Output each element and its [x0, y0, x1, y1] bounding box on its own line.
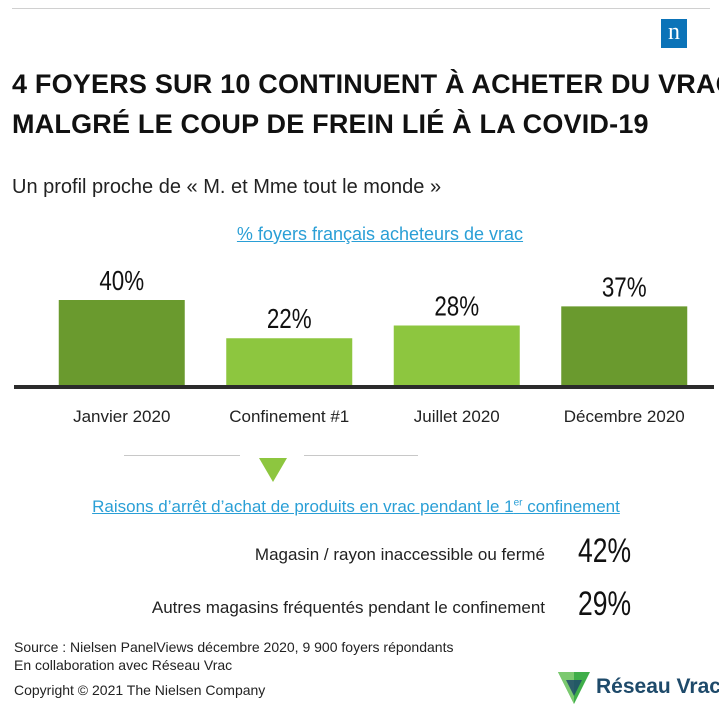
bar-4	[561, 306, 688, 385]
reason-value-1: 42%	[578, 532, 632, 570]
page-subtitle: Un profil proche de « M. et Mme tout le …	[12, 176, 442, 198]
data-label-4: 37%	[602, 272, 647, 303]
category-label-1: Janvier 2020	[73, 407, 170, 426]
page-title: 4 FOYERS SUR 10 CONTINUENT À ACHETER DU …	[12, 64, 719, 144]
reasons-title-sup: er	[513, 497, 523, 509]
reason-value-2: 29%	[578, 585, 632, 623]
reasons-title: Raisons d’arrêt d’achat de produits en v…	[0, 497, 712, 517]
collaboration-note: En collaboration avec Réseau Vrac	[14, 657, 233, 673]
title-line-1: 4 FOYERS SUR 10 CONTINUENT À ACHETER DU …	[12, 69, 719, 99]
bar-3	[393, 325, 520, 385]
category-label-4: Décembre 2020	[564, 407, 685, 426]
reason-label-1: Magasin / rayon inaccessible ou fermé	[254, 545, 545, 564]
separator-right	[304, 455, 418, 456]
bar-2	[226, 338, 353, 385]
reason-label-2: Autres magasins fréquentés pendant le co…	[151, 598, 545, 617]
reasons-title-suffix: confinement	[522, 497, 620, 516]
nielsen-logo: n	[661, 19, 687, 48]
data-label-1: 40%	[99, 266, 144, 297]
down-arrow-icon	[259, 458, 287, 482]
separator-left	[124, 455, 240, 456]
reseau-vrac-mark-icon	[558, 672, 590, 704]
source-note: Source : Nielsen PanelViews décembre 202…	[14, 639, 454, 655]
chart-title: % foyers français acheteurs de vrac	[236, 224, 524, 244]
data-label-2: 22%	[267, 304, 312, 335]
reseau-vrac-name: Réseau Vrac	[596, 675, 719, 698]
data-label-3: 28%	[434, 291, 479, 322]
bar-1	[58, 300, 185, 385]
copyright-note: Copyright © 2021 The Nielsen Company	[14, 682, 266, 698]
reasons-title-prefix: Raisons d’arrêt d’achat de produits en v…	[92, 497, 514, 516]
top-divider	[12, 8, 710, 9]
category-label-3: Juillet 2020	[414, 407, 500, 426]
reseau-vrac-logo: Réseau Vrac	[556, 670, 719, 706]
title-line-2: MALGRÉ LE COUP DE FREIN LIÉ À LA COVID-1…	[12, 109, 649, 139]
bar-chart: 40% Janvier 2020 22% Confinement #1 28% Juill…	[14, 266, 714, 426]
category-label-2: Confinement #1	[229, 407, 349, 426]
